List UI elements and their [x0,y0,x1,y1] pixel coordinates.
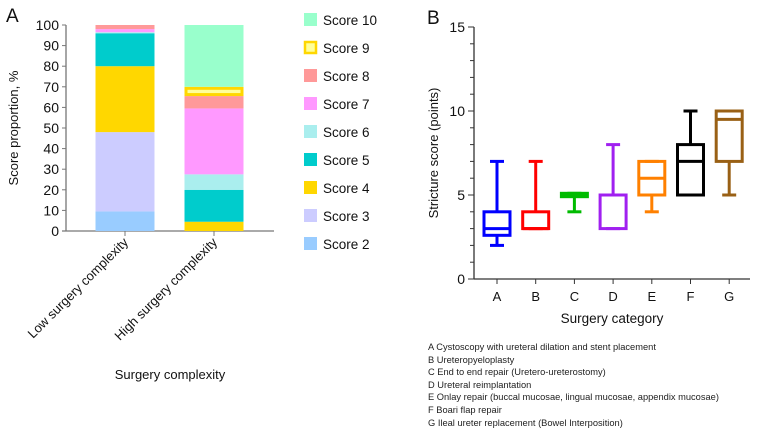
legend-swatch [304,69,317,82]
legend-label: Score 4 [323,181,370,196]
legend-swatch [304,153,317,166]
y-tick-label: 0 [51,223,59,239]
y-tick-label: 15 [449,19,465,35]
note: E Onlay repair (buccal mucosae, lingual … [428,392,719,403]
legend-swatch [304,237,317,250]
legend-label: Score 5 [323,153,370,168]
note: B Ureteropyeloplasty [428,354,515,365]
bar-segment [184,189,244,222]
y-tick-label: 80 [43,58,59,74]
legend-label: Score 6 [323,125,370,140]
bar-segment [184,96,244,109]
legend-swatch [304,181,317,194]
x-axis-title: Surgery category [561,311,664,326]
note: G Ileal ureter replacement (Bowel Interp… [428,417,623,428]
note: A Cystoscopy with ureteral dilation and … [428,342,656,352]
y-tick-label: 90 [43,38,59,54]
category-notes: A Cystoscopy with ureteral dilation and … [428,341,719,429]
y-tick-label: 10 [449,103,465,119]
bar-segment [184,174,244,190]
y-axis-title: Stricture score (points) [426,88,441,219]
y-tick-label: 10 [43,202,59,218]
bar-segment [95,66,155,133]
x-tick-label: High surgery complexity [111,234,220,343]
note: C End to end repair (Uretero-ureterostom… [428,367,606,378]
legend-swatch [304,13,317,26]
bar-segment [184,86,244,97]
bar-segment [184,221,244,231]
legend-swatch [304,97,317,110]
y-tick-label: 60 [43,99,59,115]
box [482,210,512,237]
bar-segment [95,211,155,231]
panel-b: 0 5 10 15 Stricture score (points) A B C D E F G Sur… [426,19,750,326]
box [521,210,551,231]
box [676,143,705,197]
x-tick-label: Low surgery complexity [24,234,131,341]
note: D Ureteral reimplantation [428,379,532,390]
x-axis-title: Surgery complexity [115,367,226,382]
bar-segment [95,132,155,212]
y-tick-label: 40 [43,141,59,157]
legend-swatch [304,125,317,138]
y-tick-label: 30 [43,161,59,177]
legend-label: Score 7 [323,97,370,112]
x-tick-label: E [647,289,656,304]
bar-segment [184,108,244,175]
legend-swatch [304,209,317,222]
legend-label: Score 2 [323,237,370,252]
x-tick-label: A [493,289,502,304]
legend-label: Score 9 [323,41,370,56]
x-tick-label: C [570,289,579,304]
legend-label: Score 3 [323,209,370,224]
bar-segment [95,29,155,33]
x-tick-label: D [608,289,617,304]
bar-segment [184,25,244,87]
legend-label: Score 10 [323,13,377,28]
x-tick-label: G [724,289,734,304]
panel-a: 0 10 20 30 40 50 60 70 80 90 100 Score proportion, … [6,13,377,382]
bar-segment [95,33,155,67]
y-tick-label: 100 [36,17,60,33]
panel-label-b: B [427,8,440,29]
x-tick-label: F [687,289,695,304]
y-tick-label: 50 [43,120,59,136]
legend-swatch [303,40,318,55]
x-tick-label: B [531,289,540,304]
note: F Boari flap repair [428,404,502,415]
y-tick-label: 5 [457,187,465,203]
legend-label: Score 8 [323,69,370,84]
y-tick-label: 70 [43,79,59,95]
y-axis-title: Score proportion, % [6,70,21,185]
panel-label-a: A [6,6,19,27]
y-tick-label: 0 [457,271,465,287]
box [598,193,628,231]
y-tick-label: 20 [43,182,59,198]
bar-segment [95,32,155,34]
bar-segment [95,25,155,30]
box [714,109,744,163]
